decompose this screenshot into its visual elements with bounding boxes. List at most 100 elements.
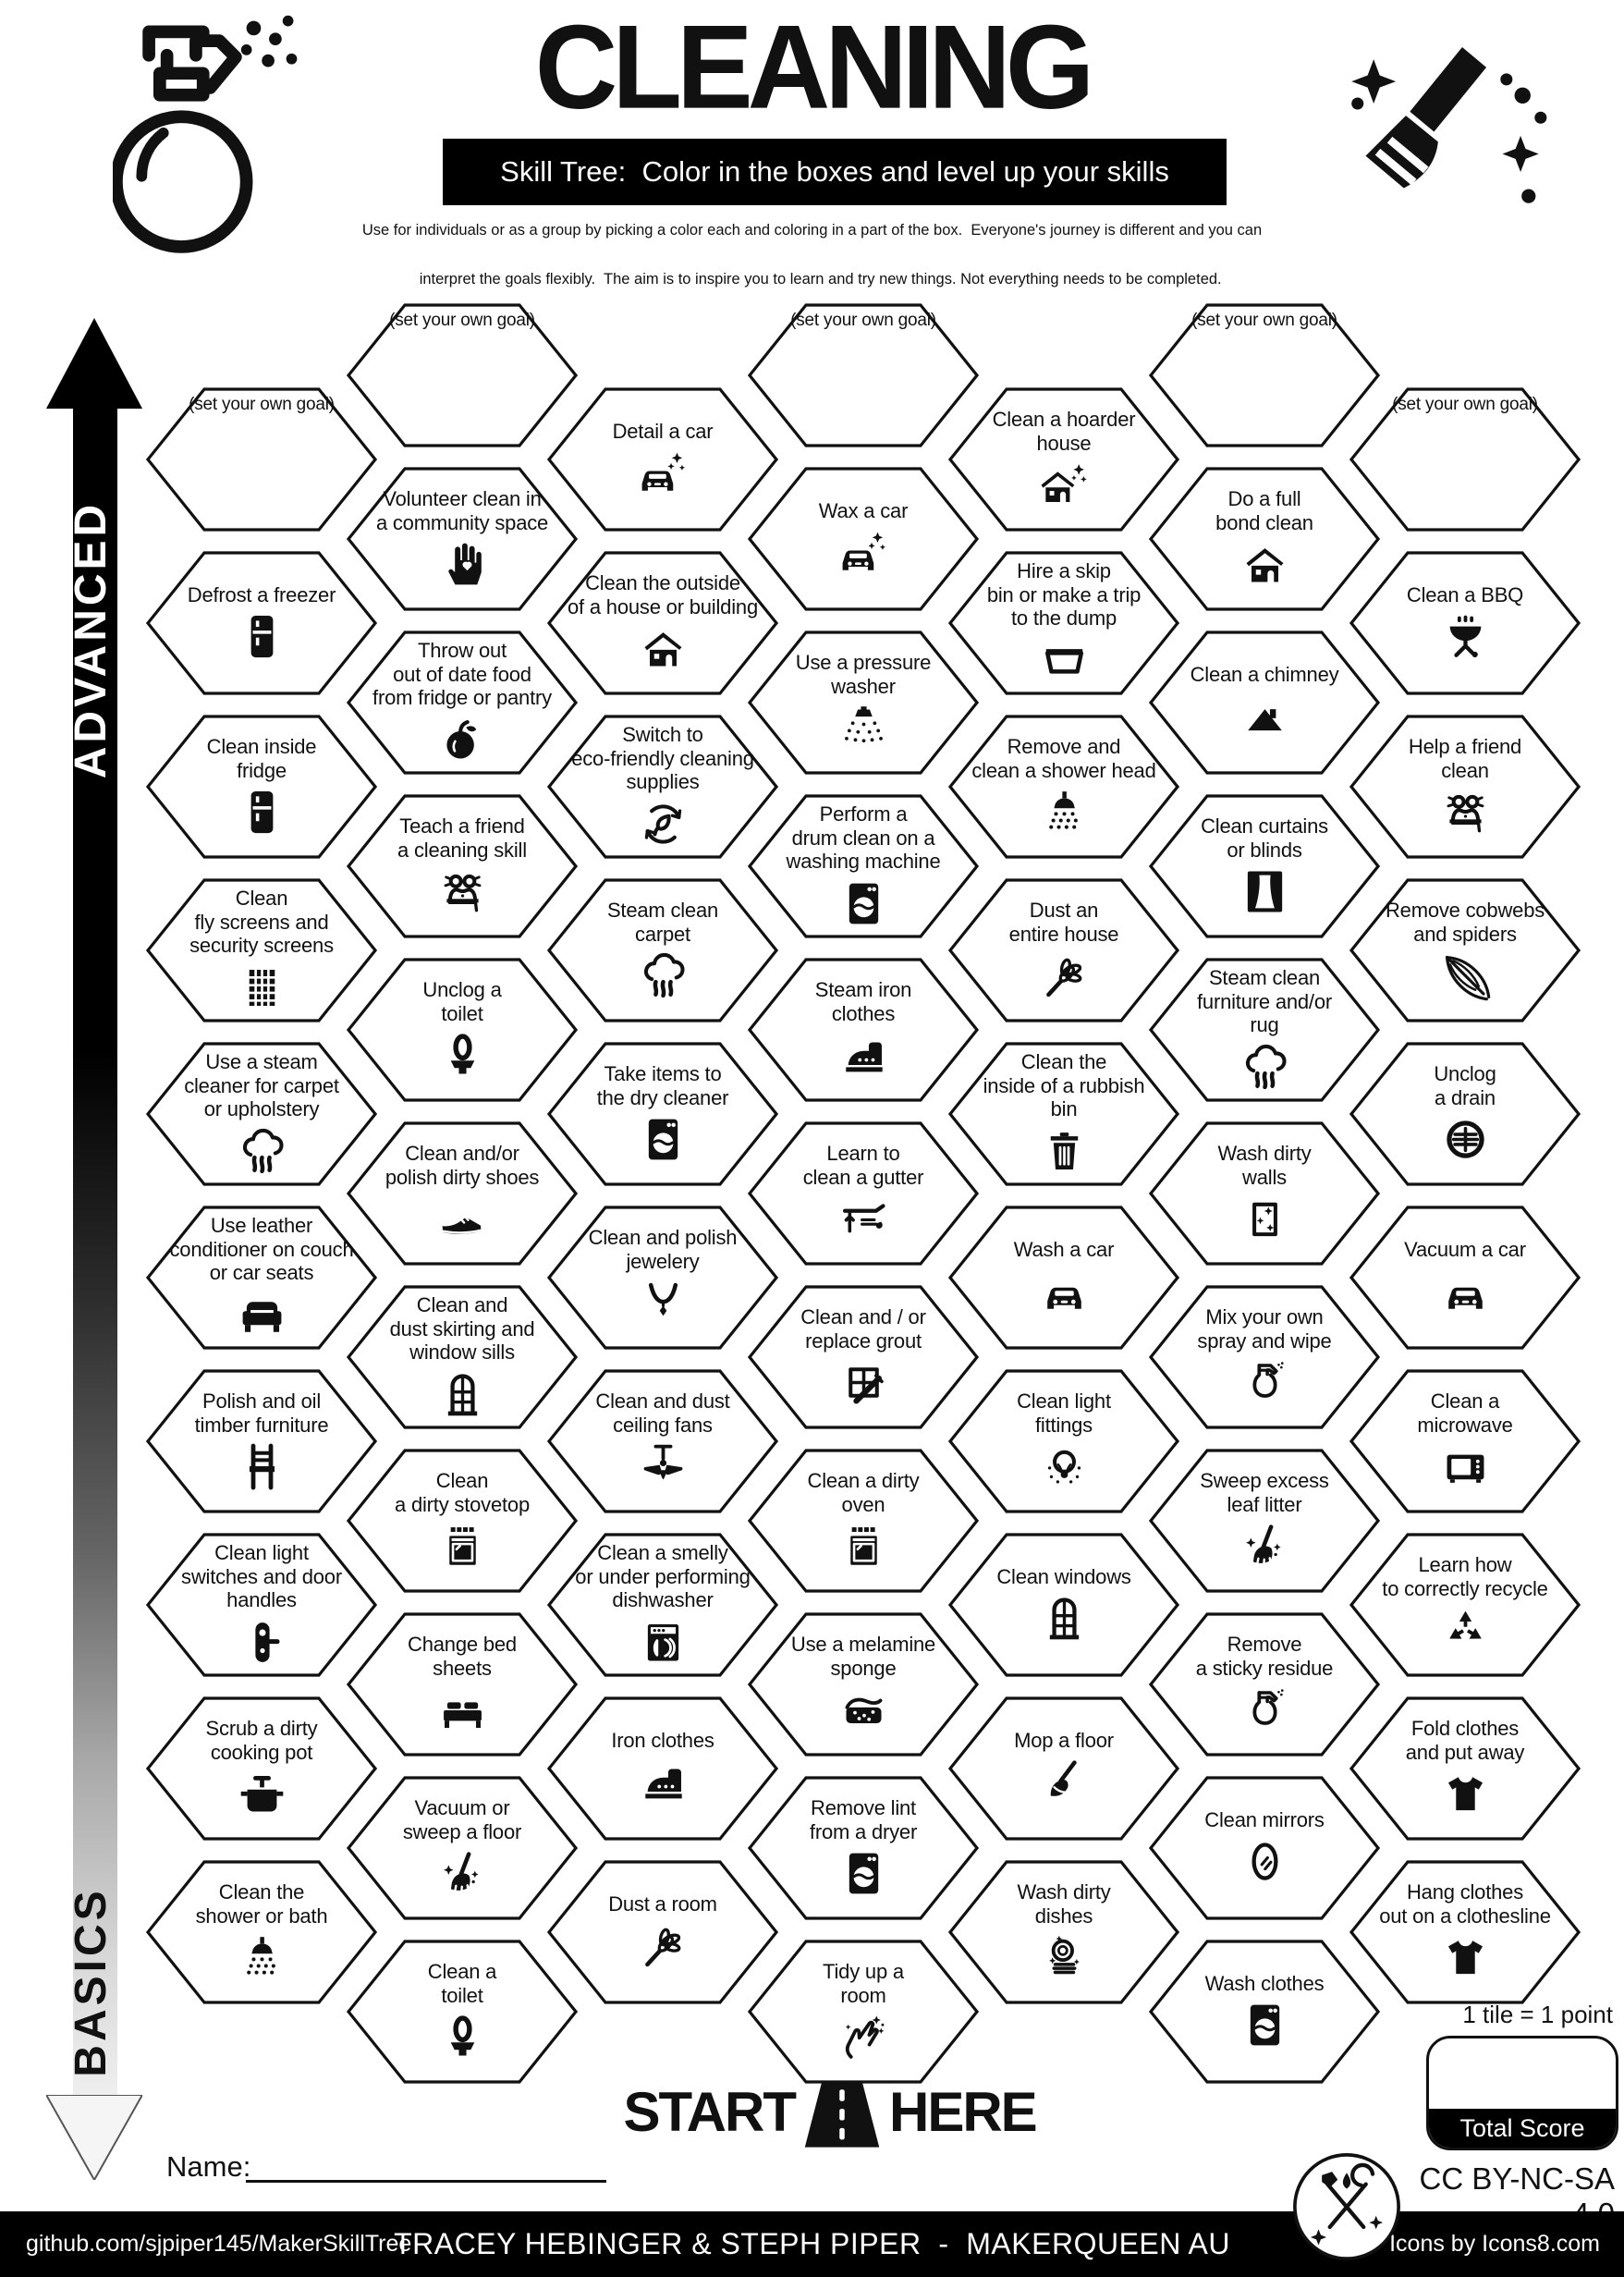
hex-tile[interactable]: Clean a toilet xyxy=(347,1939,578,2085)
name-input-line[interactable] xyxy=(246,2148,606,2183)
tile-label: Learn to clean a gutter xyxy=(802,1141,924,1189)
hex-tile[interactable]: Wash dirty walls xyxy=(1149,1120,1380,1267)
hex-tile[interactable]: Unclog a drain xyxy=(1349,1041,1581,1187)
hexagon-outline xyxy=(547,715,778,859)
window-icon xyxy=(1038,1592,1091,1645)
hex-tile[interactable]: Wash clothes xyxy=(1149,1939,1380,2085)
hex-tile[interactable]: Dust a room xyxy=(547,1859,778,2005)
hex-tile[interactable]: Clean a microwave xyxy=(1349,1368,1581,1514)
hex-tile[interactable]: Clean the outside of a house or building xyxy=(547,550,778,696)
hex-tile[interactable]: Perform a drum clean on a washing machin… xyxy=(748,793,979,939)
hex-tile[interactable]: (set your own goal) xyxy=(347,302,578,448)
hexagon-outline xyxy=(1149,467,1380,611)
tile-label: Learn how to correctly recycle xyxy=(1382,1552,1548,1600)
hex-tile[interactable]: Clean mirrors xyxy=(1149,1775,1380,1921)
hex-tile[interactable]: Volunteer clean in a community space xyxy=(347,466,578,612)
hex-tile[interactable]: Use a pressure washer xyxy=(748,630,979,776)
hex-tile[interactable]: (set your own goal) xyxy=(146,386,377,533)
hex-tile[interactable]: Clean a chimney xyxy=(1149,630,1380,776)
tile-label: Wash dirty dishes xyxy=(1017,1879,1111,1928)
iron-icon xyxy=(637,1756,690,1808)
hex-tile[interactable]: Clean and dust ceiling fans xyxy=(547,1368,778,1514)
hex-tile[interactable]: Clean curtains or blinds xyxy=(1149,793,1380,939)
hex-tile[interactable]: Sweep excess leaf litter xyxy=(1149,1448,1380,1594)
hex-tile[interactable]: Dust an entire house xyxy=(948,877,1179,1023)
hex-tile[interactable]: Clean and / or replace grout xyxy=(748,1284,979,1430)
hex-tile[interactable]: Mix your own spray and wipe xyxy=(1149,1284,1380,1430)
hexagon-outline xyxy=(547,1533,778,1677)
hex-tile[interactable]: (set your own goal) xyxy=(1149,302,1380,448)
tile-label: Steam iron clothes xyxy=(814,977,912,1025)
hex-tile[interactable]: Clean and/or polish dirty shoes xyxy=(347,1120,578,1267)
hex-tile[interactable]: Unclog a toilet xyxy=(347,957,578,1103)
hex-tile[interactable]: Clean a BBQ xyxy=(1349,550,1581,696)
hex-tile[interactable]: Learn how to correctly recycle xyxy=(1349,1532,1581,1678)
hex-tile[interactable]: Use a melamine sponge xyxy=(748,1611,979,1757)
hex-tile[interactable]: Vacuum or sweep a floor xyxy=(347,1775,578,1921)
hex-tile[interactable]: Iron clothes xyxy=(547,1696,778,1842)
couch-icon xyxy=(236,1289,288,1341)
hex-tile[interactable]: Learn to clean a gutter xyxy=(748,1120,979,1267)
tile-label: Clean fly screens and security screens xyxy=(189,887,334,958)
hex-tile[interactable]: Clean fly screens and security screens xyxy=(146,877,377,1023)
fly-screen-icon xyxy=(236,961,288,1014)
tile-label: Use a melamine sponge xyxy=(790,1632,936,1680)
hex-tile[interactable]: Detail a car xyxy=(547,386,778,533)
hex-tile[interactable]: Remove cobwebs and spiders xyxy=(1349,877,1581,1023)
hex-tile[interactable]: Clean windows xyxy=(948,1532,1179,1678)
hex-tile[interactable]: Tidy up a room xyxy=(748,1939,979,2085)
cooking-pot-icon xyxy=(236,1768,288,1820)
hex-tile[interactable]: (set your own goal) xyxy=(748,302,979,448)
mirror-icon xyxy=(1239,1835,1291,1888)
hex-tile[interactable]: Clean and polish jewelery xyxy=(547,1205,778,1351)
necklace-icon xyxy=(637,1277,690,1329)
hex-tile[interactable]: Wash a car xyxy=(948,1205,1179,1351)
hexagon-outline xyxy=(1349,878,1581,1022)
hex-tile[interactable]: Steam iron clothes xyxy=(748,957,979,1103)
hex-tile[interactable]: Hang clothes out on a clothesline xyxy=(1349,1859,1581,2005)
hexagon-outline xyxy=(347,1940,578,2084)
hex-tile[interactable]: Steam clean carpet xyxy=(547,877,778,1023)
hex-tile[interactable]: Use leather conditioner on couch or car … xyxy=(146,1205,377,1351)
hex-tile[interactable]: Clean a hoarder house xyxy=(948,386,1179,533)
hex-tile[interactable]: Mop a floor xyxy=(948,1696,1179,1842)
hex-tile[interactable]: Wax a car xyxy=(748,466,979,612)
hex-tile[interactable]: Clean light fittings xyxy=(948,1368,1179,1514)
hex-tile[interactable]: Remove lint from a dryer xyxy=(748,1775,979,1921)
hex-tile[interactable]: Change bed sheets xyxy=(347,1611,578,1757)
hexagon-outline xyxy=(1149,630,1380,775)
tile-label: Tidy up a room xyxy=(823,1959,904,2007)
hexagon-outline xyxy=(748,794,979,938)
hex-tile[interactable]: Polish and oil timber furniture xyxy=(146,1368,377,1514)
hex-tile[interactable]: Do a full bond clean xyxy=(1149,466,1380,612)
hex-tile[interactable]: Clean the shower or bath xyxy=(146,1859,377,2005)
tile-label: Switch to eco-friendly cleaning supplies xyxy=(571,723,754,794)
hex-tile[interactable]: Clean a dirty oven xyxy=(748,1448,979,1594)
hex-tile[interactable]: Steam clean furniture and/or rug xyxy=(1149,957,1380,1103)
hex-tile[interactable]: Remove a sticky residue xyxy=(1149,1611,1380,1757)
hex-tile[interactable]: Use a steam cleaner for carpet or uphols… xyxy=(146,1041,377,1187)
hexagon-outline xyxy=(748,1285,979,1429)
hex-tile[interactable]: Scrub a dirty cooking pot xyxy=(146,1696,377,1842)
hex-tile[interactable]: Throw out out of date food from fridge o… xyxy=(347,630,578,776)
hex-tile[interactable]: Remove and clean a shower head xyxy=(948,714,1179,860)
hex-tile[interactable]: Clean a dirty stovetop xyxy=(347,1448,578,1594)
hex-tile[interactable]: Fold clothes and put away xyxy=(1349,1696,1581,1842)
hex-tile[interactable]: Hire a skip bin or make a trip to the du… xyxy=(948,550,1179,696)
hexagon-outline xyxy=(948,1860,1179,2004)
hex-tile[interactable]: Clean and dust skirting and window sills xyxy=(347,1284,578,1430)
washing-machine-icon xyxy=(1239,1999,1291,2051)
hex-tile[interactable]: Help a friend clean xyxy=(1349,714,1581,860)
hex-tile[interactable]: Clean the inside of a rubbish bin xyxy=(948,1041,1179,1187)
hex-tile[interactable]: Clean a smelly or under performing dishw… xyxy=(547,1532,778,1678)
total-score-box[interactable]: Total Score xyxy=(1426,2036,1618,2150)
hex-tile[interactable]: Clean light switches and door handles xyxy=(146,1532,377,1678)
hex-tile[interactable]: Wash dirty dishes xyxy=(948,1859,1179,2005)
hex-tile[interactable]: Switch to eco-friendly cleaning supplies xyxy=(547,714,778,860)
hex-tile[interactable]: Clean inside fridge xyxy=(146,714,377,860)
hex-tile[interactable]: Take items to the dry cleaner xyxy=(547,1041,778,1187)
hex-tile[interactable]: Teach a friend a cleaning skill xyxy=(347,793,578,939)
hex-tile[interactable]: Defrost a freezer xyxy=(146,550,377,696)
hex-tile[interactable]: Vacuum a car xyxy=(1349,1205,1581,1351)
hex-tile[interactable]: (set your own goal) xyxy=(1349,386,1581,533)
